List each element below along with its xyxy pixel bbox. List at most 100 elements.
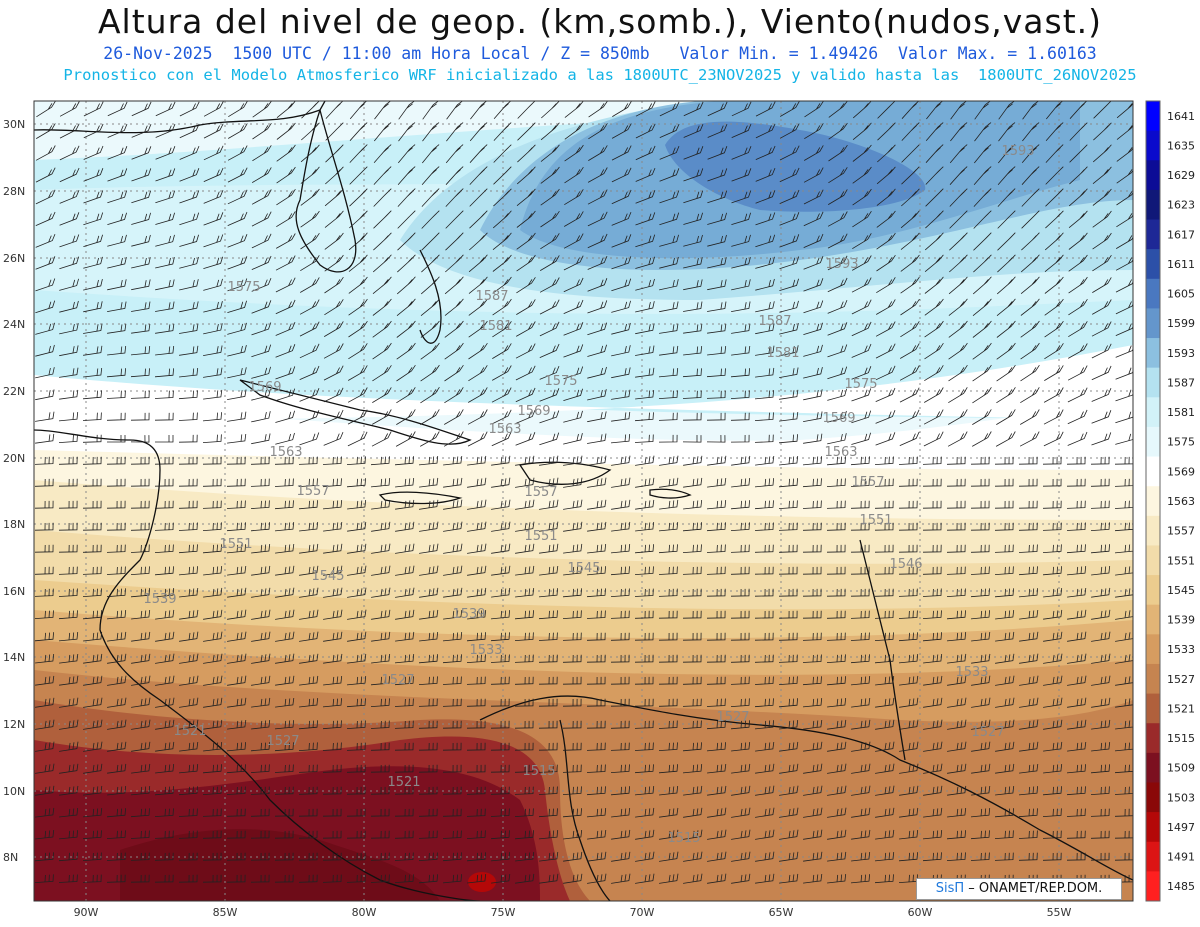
wind-barb — [539, 410, 560, 424]
wind-barb — [731, 785, 751, 796]
wind-barb — [707, 829, 727, 840]
wind-barb — [154, 566, 174, 576]
contour-label: 1539 — [143, 592, 176, 607]
wind-barb — [1019, 741, 1039, 752]
wind-barb — [659, 234, 679, 247]
wind-barb — [323, 321, 344, 337]
wind-barb — [611, 389, 631, 400]
wind-barb — [682, 654, 702, 663]
wind-barb — [996, 276, 1016, 295]
wind-barb — [538, 632, 558, 641]
wind-barb — [900, 298, 920, 316]
wind-barb — [155, 279, 175, 291]
wind-barb — [322, 764, 342, 773]
wind-barb — [706, 742, 726, 752]
wind-barb — [490, 830, 510, 840]
wind-barb — [635, 521, 655, 532]
wind-barb — [1114, 742, 1133, 752]
wind-barb — [493, 122, 512, 141]
wind-barb — [323, 587, 343, 598]
wind-barb — [683, 101, 704, 117]
wind-barb — [275, 609, 295, 620]
wind-barb — [1019, 675, 1039, 686]
wind-barb — [682, 698, 702, 707]
wind-barb — [950, 122, 968, 142]
wind-barb — [874, 610, 894, 619]
wind-barb — [443, 609, 463, 620]
wind-barb — [827, 255, 848, 271]
wind-barb — [707, 212, 727, 225]
wind-barb — [948, 364, 968, 382]
wind-barb — [298, 808, 318, 817]
colorbar-label: 1581 — [1167, 406, 1195, 419]
wind-barb — [828, 167, 848, 184]
wind-barb — [419, 631, 439, 642]
wind-barb — [58, 412, 79, 422]
wind-barb — [875, 675, 895, 686]
wind-barb — [491, 499, 511, 510]
wind-barb — [587, 322, 608, 336]
wind-barb — [610, 720, 630, 729]
wind-barb — [1018, 456, 1038, 465]
wind-barb — [300, 232, 320, 250]
wind-barb — [706, 368, 726, 378]
wind-barb — [899, 409, 920, 425]
wind-barb — [398, 101, 416, 120]
wind-barb — [922, 456, 942, 465]
wind-barb — [444, 276, 464, 295]
wind-barb — [707, 257, 727, 269]
wind-barb — [250, 852, 270, 861]
wind-barb — [372, 387, 392, 403]
wind-barb — [1043, 741, 1063, 752]
wind-barb — [610, 676, 630, 685]
wind-barb — [587, 233, 608, 249]
wind-barb — [251, 388, 271, 401]
wind-barb — [226, 764, 246, 774]
wind-barb — [538, 830, 559, 840]
colorbar-swatch — [1146, 545, 1160, 576]
wind-barb — [466, 830, 486, 839]
wind-barb — [276, 188, 296, 206]
wind-barb — [779, 300, 799, 313]
wind-barb — [1019, 609, 1039, 620]
wind-barb — [540, 233, 560, 250]
wind-barb — [348, 365, 368, 381]
wind-barb — [1042, 786, 1062, 796]
wind-barb — [587, 411, 607, 423]
wind-barb — [899, 365, 920, 381]
wind-barb — [539, 321, 560, 337]
wind-barb — [922, 830, 943, 840]
wind-barb — [1114, 456, 1133, 465]
wind-barb — [803, 763, 823, 774]
wind-barb — [226, 742, 246, 752]
wind-barb — [323, 387, 344, 403]
wind-barb — [274, 522, 295, 532]
wind-barb — [516, 188, 536, 207]
wind-barb — [563, 499, 583, 510]
wind-barb — [898, 544, 918, 553]
wind-barb — [322, 874, 342, 883]
wind-barb — [395, 565, 415, 576]
wind-barb — [731, 345, 751, 356]
contour-label: 1545 — [567, 561, 600, 576]
wind-barb — [874, 566, 894, 575]
wind-barb — [131, 190, 152, 204]
wind-barb — [442, 830, 462, 839]
wind-barb — [130, 874, 150, 883]
wind-barb — [1045, 144, 1064, 163]
wind-barb — [635, 190, 656, 204]
wind-barb — [611, 167, 632, 183]
wind-barb — [994, 500, 1014, 509]
wind-barb — [491, 521, 511, 532]
wind-barb — [82, 874, 102, 883]
wind-barb — [731, 807, 751, 818]
wind-barb — [179, 101, 200, 117]
wind-barb — [923, 763, 943, 774]
wind-barb — [730, 544, 750, 553]
wind-barb — [1043, 409, 1064, 425]
wind-barb — [707, 763, 727, 774]
wind-barb — [877, 144, 896, 163]
wind-barb — [251, 233, 272, 249]
wind-barb — [274, 478, 294, 487]
wind-barb — [394, 808, 414, 817]
